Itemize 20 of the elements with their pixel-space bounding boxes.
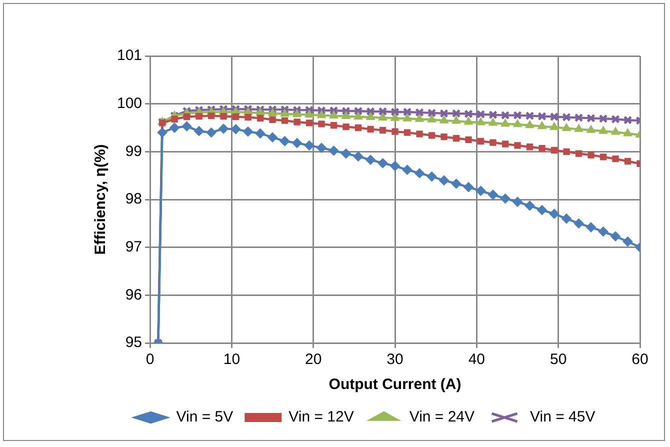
- legend-label: Vin = 5V: [176, 408, 234, 426]
- x-tick-label: 40: [468, 351, 486, 368]
- y-tick-label: 95: [125, 334, 142, 352]
- y-tick-label: 96: [125, 286, 142, 304]
- y-tick-label: 99: [125, 142, 142, 160]
- x-tick-label: 50: [550, 351, 567, 368]
- legend-label: Vin = 24V: [409, 408, 475, 426]
- legend-label: Vin = 12V: [288, 408, 354, 426]
- x-tick-label: 30: [386, 351, 404, 368]
- x-tick-label: 20: [305, 351, 322, 368]
- y-tick-label: 101: [116, 47, 142, 64]
- x-tick-label: 60: [632, 351, 648, 368]
- y-tick-label: 98: [125, 190, 142, 208]
- y-tick-label: 97: [125, 238, 142, 256]
- y-tick-label: 100: [116, 94, 142, 112]
- legend-label: Vin = 45V: [530, 408, 596, 426]
- x-tick-label: 10: [223, 351, 240, 368]
- y-axis-title: Efficiency, η(%): [92, 144, 110, 255]
- x-tick-label: 0: [146, 351, 154, 368]
- x-axis-title: Output Current (A): [328, 376, 462, 394]
